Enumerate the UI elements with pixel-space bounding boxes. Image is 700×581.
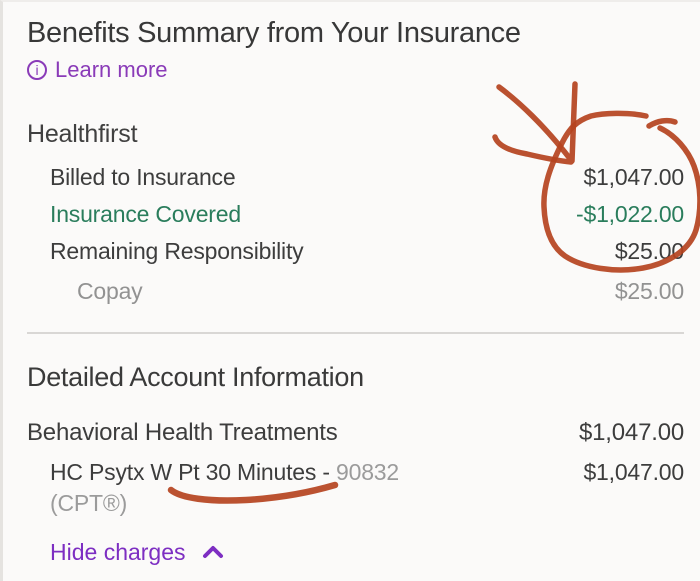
charge-code: 90832	[336, 459, 399, 485]
row-label: Insurance Covered	[50, 201, 241, 227]
treatment-amount: $1,047.00	[579, 419, 684, 446]
row-amount: $25.00	[614, 278, 684, 304]
learn-more-link[interactable]: i Learn more	[27, 57, 168, 83]
row-amount: $25.00	[614, 238, 684, 264]
row-billed-to-insurance: Billed to Insurance $1,047.00	[27, 162, 684, 192]
row-amount: $1,047.00	[583, 164, 684, 190]
plan-name: Healthfirst	[27, 120, 138, 148]
row-copay: Copay $25.00	[27, 276, 684, 306]
charge-row: HC Psytx W Pt 30 Minutes - 90832 (CPT®) …	[27, 457, 684, 519]
charge-title: HC Psytx W Pt 30 Minutes -	[50, 459, 330, 485]
page-title: Benefits Summary from Your Insurance	[27, 17, 521, 49]
section-divider	[27, 332, 684, 334]
row-insurance-covered: Insurance Covered -$1,022.00	[27, 199, 684, 229]
hide-charges-button[interactable]: Hide charges	[50, 537, 224, 567]
row-label: Remaining Responsibility	[50, 238, 304, 264]
learn-more-label: Learn more	[55, 57, 168, 82]
chevron-up-icon	[202, 546, 223, 558]
charge-label: HC Psytx W Pt 30 Minutes - 90832 (CPT®)	[27, 457, 399, 519]
info-icon-glyph: i	[35, 62, 39, 78]
treatment-row: Behavioral Health Treatments $1,047.00	[27, 418, 684, 448]
row-label: Copay	[77, 278, 143, 304]
row-label: Billed to Insurance	[50, 164, 236, 190]
detailed-account-heading: Detailed Account Information	[27, 362, 364, 392]
row-amount: -$1,022.00	[576, 201, 684, 227]
benefits-summary-list: Billed to Insurance $1,047.00 Insurance …	[27, 162, 684, 306]
benefits-page: Benefits Summary from Your Insurance i L…	[3, 2, 700, 567]
treatment-label: Behavioral Health Treatments	[27, 419, 338, 446]
info-icon: i	[27, 60, 47, 80]
hide-charges-label: Hide charges	[50, 539, 186, 565]
charge-cpt: (CPT®)	[50, 490, 128, 516]
row-remaining-responsibility: Remaining Responsibility $25.00	[27, 236, 684, 266]
charge-amount: $1,047.00	[583, 459, 684, 485]
